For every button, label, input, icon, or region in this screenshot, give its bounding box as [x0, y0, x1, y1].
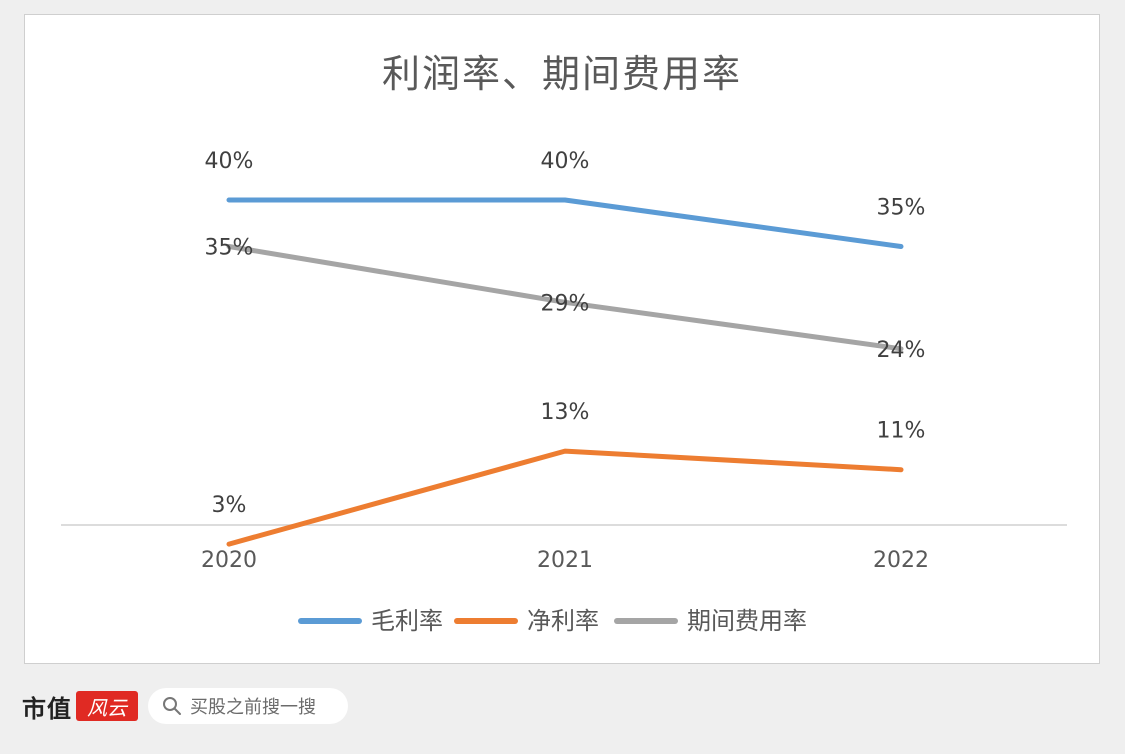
legend-label-1: 净利率: [527, 607, 599, 635]
series-line-2: [226, 244, 904, 352]
data-label-1-2: 11%: [877, 419, 926, 444]
search-placeholder: 买股之前搜一搜: [190, 697, 316, 718]
data-label-0-1: 40%: [541, 149, 590, 174]
legend-label-0: 毛利率: [371, 607, 443, 635]
chart-title: 利润率、期间费用率: [381, 52, 742, 96]
series-line-1: [226, 448, 904, 547]
legend-label-2: 期间费用率: [687, 607, 807, 635]
data-label-2-0: 35%: [205, 236, 254, 261]
brand-name: 市值: [22, 694, 72, 723]
x-tick-label-2020: 2020: [201, 548, 257, 573]
search-icon: [163, 697, 181, 715]
data-label-1-1: 13%: [541, 400, 590, 425]
data-label-1-0: 3%: [212, 493, 247, 518]
footer-bar: 市值 风云 买股之前搜一搜: [0, 676, 1125, 754]
data-label-0-2: 35%: [877, 196, 926, 221]
brand-mark: 风云: [76, 691, 138, 721]
x-tick-label-2022: 2022: [873, 548, 929, 573]
line-chart: 2020 2021 2022 40% 40% 35% 3% 13% 11% 35% 29% 24% 毛利…: [61, 149, 1067, 635]
data-label-2-2: 24%: [877, 338, 926, 363]
data-label-2-1: 29%: [541, 291, 590, 316]
search-box[interactable]: 买股之前搜一搜: [148, 688, 348, 724]
brand-logo[interactable]: 市值 风云: [22, 688, 138, 724]
data-label-0-0: 40%: [205, 149, 254, 174]
series-line-0: [226, 197, 904, 249]
x-tick-label-2021: 2021: [537, 548, 593, 573]
chart-card: 利润率、期间费用率 2020 2021 2022 40% 40% 35% 3% 13% 11% 3…: [24, 14, 1100, 664]
